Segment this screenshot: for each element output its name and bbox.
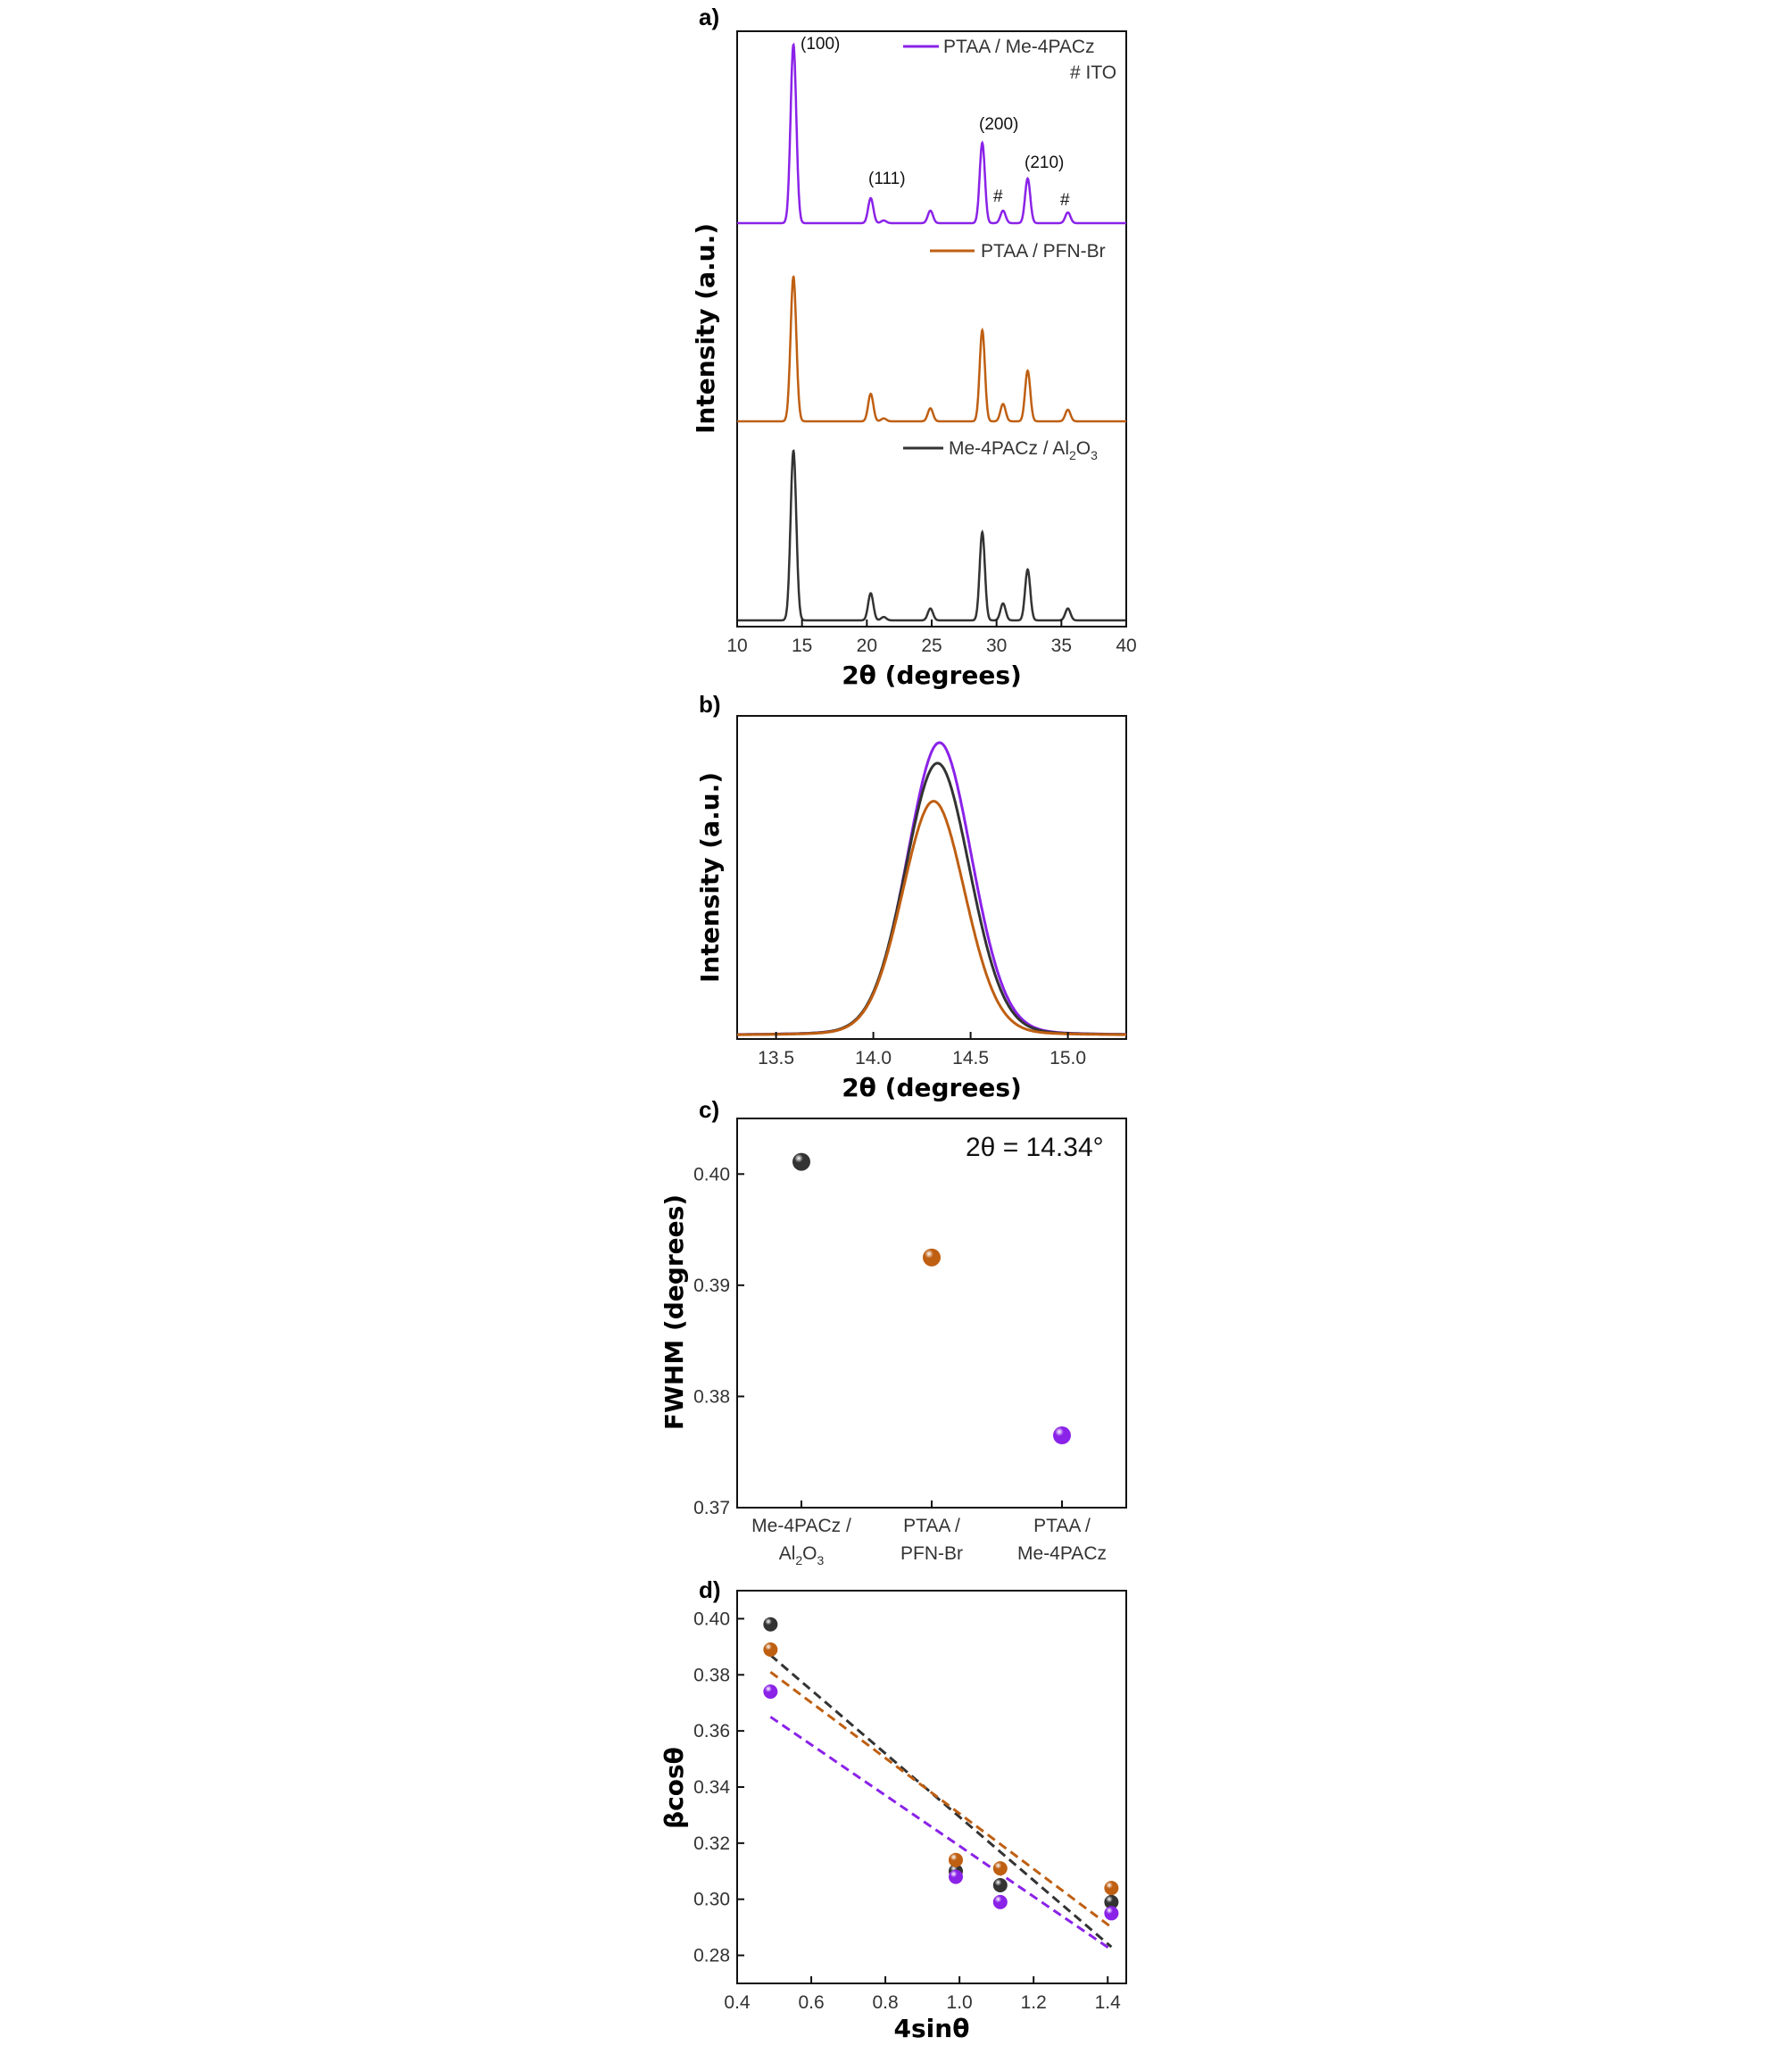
d-point-2-3 [1104,1906,1119,1921]
d-xtick-label-0.6: 0.6 [798,1992,824,2013]
panel-b: b) 13.5 14.0 14.5 15.0 2θ (degrees) Intensi… [695,691,1127,1102]
c-ytick-label-0.39: 0.39 [693,1276,730,1296]
b-xtick-label-14.5: 14.5 [952,1048,989,1068]
c-category-line2-2: Me-4PACz [1017,1543,1107,1564]
panel-c-ylabel: FWHM (degrees) [660,1194,689,1430]
panel-c-label: c) [699,1096,719,1123]
a-xtick-label-15: 15 [792,636,812,656]
c-category-line2-1: PFN-Br [900,1543,963,1564]
c-point-2 [1053,1426,1071,1445]
a-xtick-label-20: 20 [857,636,877,656]
d-point-2-0 [763,1684,778,1700]
b-xtick-label-14.0: 14.0 [855,1048,892,1068]
d-ytick-label-0.32: 0.32 [693,1833,730,1854]
d-point-2-2 [992,1894,1008,1909]
panel-a-xlabel: 2θ (degrees) [842,661,1022,690]
c-category-line1-0: Me-4PACz / [751,1516,851,1536]
d-xtick-label-1.0: 1.0 [947,1992,973,2013]
d-point-1-3 [1104,1881,1119,1896]
d-ytick-label-0.28: 0.28 [693,1946,730,1966]
annotation-200: (200) [979,115,1018,134]
d-point-2-1 [948,1869,963,1884]
panel-a-ylabel: Intensity (a.u.) [691,223,720,434]
d-fit-line-1 [769,1670,1113,1929]
peak-trace-2 [737,800,1126,1036]
d-ytick-label-0.30: 0.30 [693,1890,730,1910]
c-point-1 [923,1248,941,1267]
c-category-line1-2: PTAA / [1033,1516,1091,1536]
d-xtick-label-1.4: 1.4 [1095,1992,1122,2013]
c-ytick-label-0.37: 0.37 [693,1498,730,1518]
a-xtick-label-25: 25 [921,636,942,656]
panel-a-label: a) [699,4,719,30]
annotation-ito-hash-1: # [993,187,1003,206]
legend-label-ito: # ITO [1070,62,1116,83]
panel-b-frame [736,715,1127,1040]
panel-b-xlabel: 2θ (degrees) [842,1073,1022,1102]
xrd-trace-0 [737,42,1126,225]
xrd-trace-1 [737,275,1126,423]
d-ytick-label-0.36: 0.36 [693,1721,730,1742]
panel-b-label: b) [699,691,721,718]
d-point-1-2 [992,1861,1008,1876]
a-xtick-label-40: 40 [1116,636,1136,656]
d-xtick-label-1.2: 1.2 [1021,1992,1047,2013]
panel-d-label: d) [699,1576,721,1603]
annotation-210: (210) [1025,154,1064,172]
d-ytick-label-0.40: 0.40 [693,1609,730,1629]
d-ytick-label-0.38: 0.38 [693,1665,730,1685]
legend-label-ptaa-me4pacz: PTAA / Me-4PACz [943,37,1095,57]
annotation-100: (100) [801,35,840,54]
d-fit-line-0 [769,1654,1113,1949]
panel-a-traces [737,42,1126,622]
a-xtick-label-35: 35 [1051,636,1072,656]
d-xtick-label-0.8: 0.8 [872,1992,898,2013]
legend-label-me4pacz-al2o3: Me-4PACz / Al2O3 [949,438,1098,462]
d-point-0-0 [763,1617,778,1632]
panel-b-xticks: 13.5 14.0 14.5 15.0 [758,1032,1086,1068]
panel-a-xticks: 10 15 20 25 30 35 40 [726,619,1137,656]
panel-d-fit-lines [769,1654,1113,1951]
b-xtick-label-15.0: 15.0 [1049,1048,1086,1068]
d-ytick-label-0.34: 0.34 [693,1777,730,1798]
a-xtick-label-10: 10 [726,636,747,656]
panel-d-yticks: 0.28 0.30 0.32 0.34 0.36 0.38 0.40 [693,1609,744,1966]
panel-c-xticks: Me-4PACz / Al2O3 PTAA / PFN-Br PTAA / Me-4PAC… [751,1500,1107,1567]
d-point-1-1 [948,1852,963,1867]
panel-c-annotation: 2θ = 14.34° [966,1133,1104,1162]
panel-d-xticks: 0.4 0.6 0.8 1.0 1.2 1.4 [724,1976,1121,2013]
c-ytick-label-0.40: 0.40 [693,1164,730,1185]
panel-a: a) 10 15 20 25 30 35 40 PTAA / Me-4PACz # ITO … [691,4,1137,690]
xrd-trace-2 [737,449,1126,622]
d-fit-line-2 [769,1716,1113,1951]
panel-d-ylabel: βcosθ [660,1747,689,1829]
c-category-line1-1: PTAA / [903,1516,960,1536]
panel-d-frame [736,1590,1127,1984]
panel-c-frame [736,1118,1127,1509]
d-point-0-3 [1104,1894,1119,1909]
peak-trace-0 [737,741,1126,1036]
c-point-0 [792,1152,810,1171]
annotation-111: (111) [868,170,906,188]
panel-c-yticks: 0.37 0.38 0.39 0.40 [693,1164,744,1518]
panel-d-points [763,1617,1119,1921]
panel-c-points [792,1152,1071,1445]
d-point-0-2 [992,1878,1008,1892]
peak-trace-1 [737,761,1126,1036]
d-xtick-label-0.4: 0.4 [724,1992,751,2013]
panel-b-traces [737,741,1126,1036]
c-category-line2-0: Al2O3 [779,1543,825,1567]
legend-label-ptaa-pfnbr: PTAA / PFN-Br [981,241,1106,262]
panel-c: c) 0.37 0.38 0.39 0.40 Me-4PACz / Al2O3 PTAA … [660,1096,1127,1567]
annotation-ito-hash-2: # [1060,191,1070,210]
panel-b-ylabel: Intensity (a.u.) [695,772,725,983]
d-point-1-0 [763,1642,778,1657]
a-xtick-label-30: 30 [986,636,1007,656]
b-xtick-label-13.5: 13.5 [758,1048,794,1068]
panel-d: d) 0.280.300.320.340.360.380.40 0.4 0.6 0.… [660,1576,1127,2043]
panel-d-xlabel: 4sinθ [894,2014,970,2043]
c-ytick-label-0.38: 0.38 [693,1386,730,1407]
